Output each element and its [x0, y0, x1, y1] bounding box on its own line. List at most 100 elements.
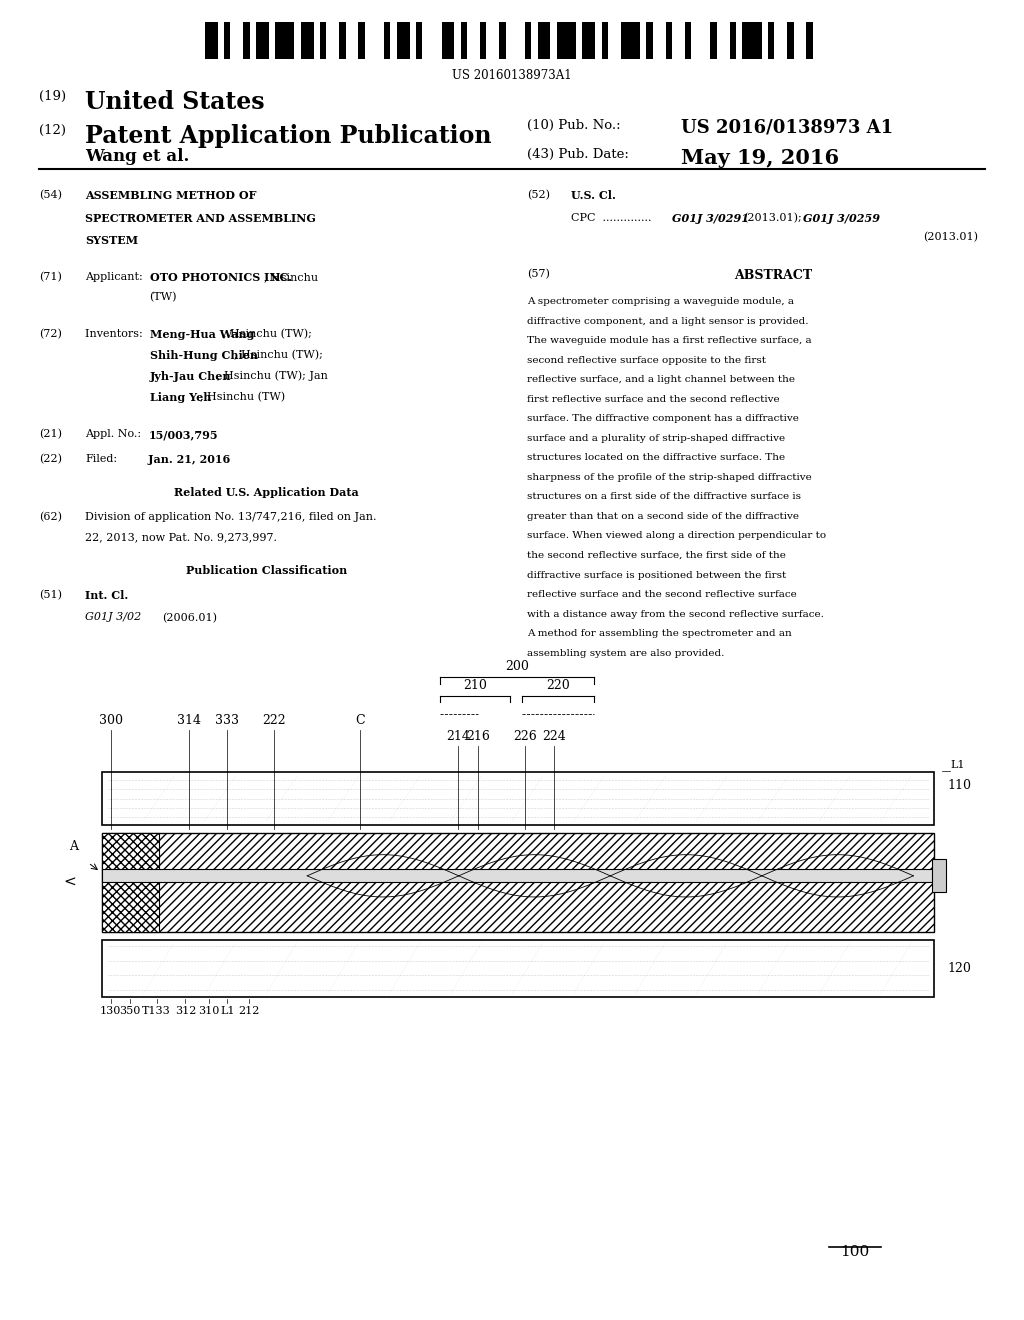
Text: diffractive component, and a light sensor is provided.: diffractive component, and a light senso… — [527, 317, 809, 326]
Text: Inventors:: Inventors: — [85, 329, 146, 339]
Text: first reflective surface and the second reflective: first reflective surface and the second … — [527, 395, 780, 404]
Bar — [339, 22, 345, 59]
Text: OTO PHOTONICS INC.: OTO PHOTONICS INC. — [150, 272, 292, 282]
Text: 333: 333 — [215, 714, 240, 727]
Bar — [742, 22, 762, 59]
Bar — [441, 22, 455, 59]
Bar — [319, 22, 327, 59]
Text: surface. When viewed along a direction perpendicular to: surface. When viewed along a direction p… — [527, 532, 826, 540]
Text: 224: 224 — [542, 730, 566, 743]
Bar — [102, 940, 934, 997]
Text: sharpness of the profile of the strip-shaped diffractive: sharpness of the profile of the strip-sh… — [527, 473, 812, 482]
Text: ABSTRACT: ABSTRACT — [734, 269, 812, 282]
Text: (10) Pub. No.:: (10) Pub. No.: — [527, 119, 621, 132]
Text: reflective surface and the second reflective surface: reflective surface and the second reflec… — [527, 590, 797, 599]
Text: greater than that on a second side of the diffractive: greater than that on a second side of th… — [527, 512, 800, 521]
Text: SPECTROMETER AND ASSEMBLING: SPECTROMETER AND ASSEMBLING — [85, 213, 315, 223]
Bar — [102, 869, 934, 882]
Text: 15/003,795: 15/003,795 — [148, 429, 218, 440]
Bar — [102, 772, 934, 825]
Text: 222: 222 — [262, 714, 287, 727]
Text: US 2016/0138973 A1: US 2016/0138973 A1 — [681, 119, 893, 137]
Text: SYSTEM: SYSTEM — [85, 235, 138, 246]
Text: Jyh-Jau Chen: Jyh-Jau Chen — [150, 371, 231, 381]
Bar — [358, 22, 365, 59]
Text: (57): (57) — [527, 269, 550, 280]
Text: Applicant:: Applicant: — [85, 272, 146, 282]
Text: 200: 200 — [505, 660, 529, 673]
Text: 110: 110 — [947, 779, 971, 792]
Text: , Hsinchu (TW);: , Hsinchu (TW); — [233, 350, 323, 360]
Text: Liang Yeh: Liang Yeh — [150, 392, 211, 403]
Text: G01J 3/02: G01J 3/02 — [85, 612, 141, 623]
Text: Jan. 21, 2016: Jan. 21, 2016 — [121, 454, 230, 465]
Text: surface and a plurality of strip-shaped diffractive: surface and a plurality of strip-shaped … — [527, 434, 785, 442]
Text: , Hsinchu (TW);: , Hsinchu (TW); — [223, 329, 311, 339]
Text: second reflective surface opposite to the first: second reflective surface opposite to th… — [527, 355, 766, 364]
Bar — [102, 833, 159, 932]
Text: (2013.01);: (2013.01); — [743, 213, 802, 223]
Text: (43) Pub. Date:: (43) Pub. Date: — [527, 148, 629, 161]
Text: 120: 120 — [947, 962, 971, 974]
Bar — [538, 22, 550, 59]
Bar — [384, 22, 390, 59]
Bar — [621, 22, 640, 59]
Text: A: A — [70, 841, 78, 853]
Text: (19): (19) — [39, 90, 66, 103]
Text: 130: 130 — [100, 1006, 121, 1016]
Text: 350: 350 — [120, 1006, 140, 1016]
Text: reflective surface, and a light channel between the: reflective surface, and a light channel … — [527, 375, 796, 384]
Text: (54): (54) — [39, 190, 61, 201]
Bar — [205, 22, 218, 59]
Text: the second reflective surface, the first side of the: the second reflective surface, the first… — [527, 550, 786, 560]
Text: CPC  ..............: CPC .............. — [571, 213, 652, 223]
Text: Shih-Hung Chien: Shih-Hung Chien — [150, 350, 257, 360]
Bar — [244, 22, 250, 59]
Bar — [301, 22, 313, 59]
Text: 312: 312 — [175, 1006, 196, 1016]
Text: 210: 210 — [463, 678, 487, 692]
Bar — [524, 22, 531, 59]
Text: (62): (62) — [39, 512, 61, 523]
Text: Division of application No. 13/747,216, filed on Jan.: Division of application No. 13/747,216, … — [85, 512, 377, 523]
Text: (52): (52) — [527, 190, 550, 201]
Text: , Hsinchu (TW); Jan: , Hsinchu (TW); Jan — [217, 371, 328, 381]
Text: (12): (12) — [39, 124, 66, 137]
Text: , Hsinchu: , Hsinchu — [264, 272, 318, 282]
Text: Wang et al.: Wang et al. — [85, 148, 189, 165]
Text: Meng-Hua Wang: Meng-Hua Wang — [150, 329, 254, 339]
Text: 226: 226 — [513, 730, 538, 743]
Text: assembling system are also provided.: assembling system are also provided. — [527, 648, 725, 657]
Text: (2013.01): (2013.01) — [923, 232, 978, 243]
Bar — [711, 22, 717, 59]
Text: ASSEMBLING METHOD OF: ASSEMBLING METHOD OF — [85, 190, 256, 201]
Bar — [480, 22, 486, 59]
Text: diffractive surface is positioned between the first: diffractive surface is positioned betwee… — [527, 570, 786, 579]
Text: Int. Cl.: Int. Cl. — [85, 590, 128, 601]
Bar — [601, 22, 608, 59]
Text: C: C — [355, 714, 366, 727]
Text: 212: 212 — [239, 1006, 259, 1016]
Bar — [729, 22, 736, 59]
Text: Filed:: Filed: — [85, 454, 117, 465]
Text: 100: 100 — [841, 1245, 869, 1259]
Bar — [557, 22, 575, 59]
Text: 314: 314 — [177, 714, 202, 727]
Text: 216: 216 — [466, 730, 490, 743]
Text: structures on a first side of the diffractive surface is: structures on a first side of the diffra… — [527, 492, 802, 502]
Text: Patent Application Publication: Patent Application Publication — [85, 124, 492, 148]
Text: (21): (21) — [39, 429, 61, 440]
Text: G01J 3/0259: G01J 3/0259 — [803, 213, 880, 223]
Text: (51): (51) — [39, 590, 61, 601]
Text: T133: T133 — [142, 1006, 171, 1016]
Bar — [806, 22, 813, 59]
Bar — [102, 833, 934, 932]
Text: 22, 2013, now Pat. No. 9,273,997.: 22, 2013, now Pat. No. 9,273,997. — [85, 532, 276, 543]
Text: surface. The diffractive component has a diffractive: surface. The diffractive component has a… — [527, 414, 800, 424]
Bar — [646, 22, 652, 59]
Text: with a distance away from the second reflective surface.: with a distance away from the second ref… — [527, 610, 824, 619]
Text: G01J 3/0291: G01J 3/0291 — [672, 213, 749, 223]
Text: 300: 300 — [98, 714, 123, 727]
Text: The waveguide module has a first reflective surface, a: The waveguide module has a first reflect… — [527, 337, 812, 345]
Text: US 20160138973A1: US 20160138973A1 — [453, 69, 571, 82]
